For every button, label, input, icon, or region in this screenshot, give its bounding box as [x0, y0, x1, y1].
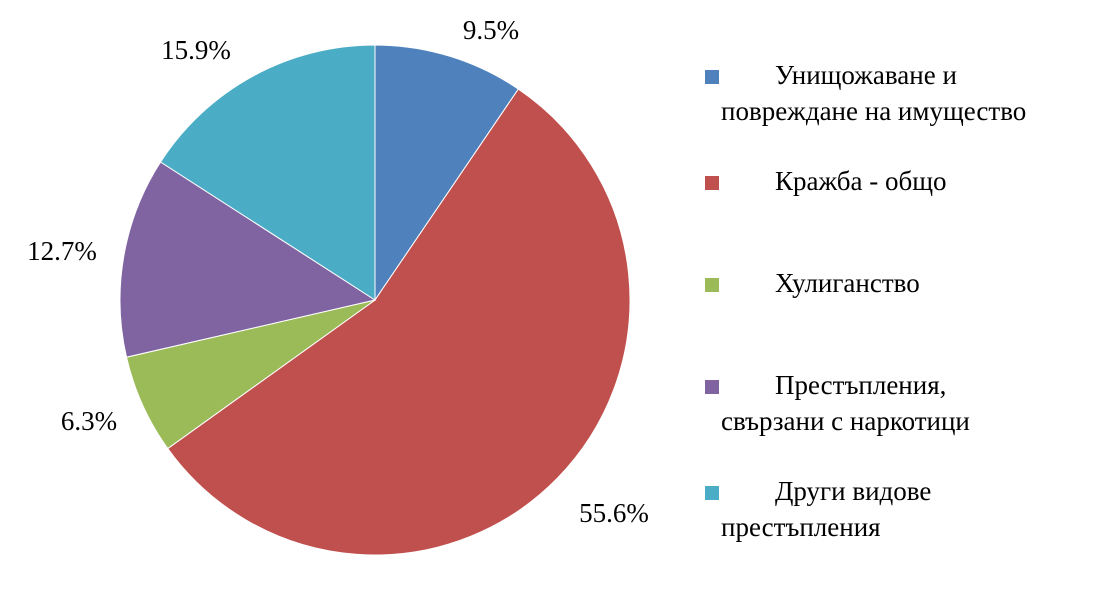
legend-swatch [705, 278, 719, 292]
pie-slice [167, 88, 631, 556]
legend-label: Други видове [775, 476, 931, 506]
legend-label: престъпления [721, 512, 881, 542]
slice-data-label: 55.6% [579, 498, 649, 528]
legend-label: Престъпления, [775, 370, 946, 400]
pie-slice [159, 44, 376, 301]
legend-item: Кражба - общо [705, 166, 947, 196]
legend-label: Кражба - общо [775, 166, 947, 196]
legend-item: Унищожаване и повреждане на имущество [705, 60, 1026, 126]
legend-label: Хулиганство [775, 268, 920, 298]
slice-data-label: 6.3% [61, 406, 117, 436]
slice-data-label: 12.7% [27, 236, 97, 266]
legend-swatch [705, 486, 719, 500]
slice-data-label: 9.5% [463, 15, 519, 45]
legend-item: Престъпления, свързани с наркотици [705, 370, 970, 436]
pie-data-labels: 9.5% 55.6% 6.3% 12.7% 15.9% [27, 15, 649, 528]
pie-slice [119, 161, 377, 358]
legend-swatch [705, 380, 719, 394]
legend-label: повреждане на имущество [721, 96, 1026, 126]
legend-item: Други видове престъпления [705, 476, 931, 542]
legend-item: Хулиганство [705, 268, 920, 298]
pie-slices [119, 44, 631, 556]
legend-label: свързани с наркотици [721, 406, 970, 436]
slice-data-label: 15.9% [161, 35, 231, 65]
legend-label: Унищожаване и [775, 60, 957, 90]
legend-swatch [705, 70, 719, 84]
pie-slice [374, 44, 520, 302]
legend-swatch [705, 176, 719, 190]
legend: Унищожаване и повреждане на имущество Краж… [705, 60, 1026, 542]
